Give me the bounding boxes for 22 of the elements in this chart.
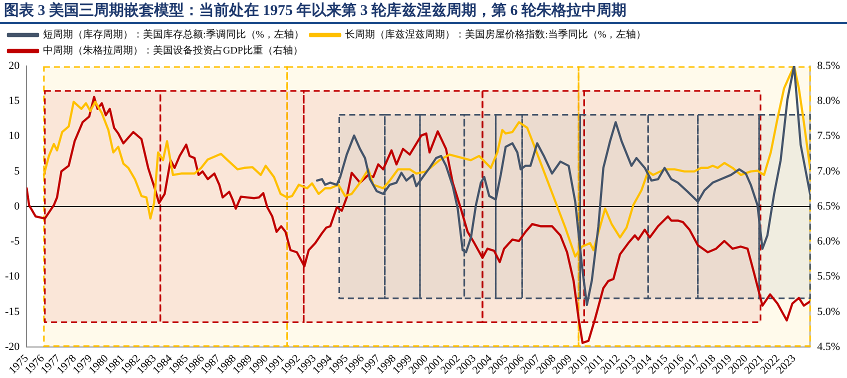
y-tick-label: -15 xyxy=(4,306,20,318)
legend-label: 长周期（库兹涅兹周期）：美国房屋价格指数:当季同比（%，左轴） xyxy=(345,28,646,41)
y2-tick-label: 6.5% xyxy=(817,200,840,212)
y2-tick-label: 5.0% xyxy=(817,306,840,318)
y2-tick-label: 7.5% xyxy=(817,130,840,142)
y2-tick-label: 8.5% xyxy=(817,60,840,72)
y-tick-label: 15 xyxy=(8,95,20,108)
y2-tick-label: 6.0% xyxy=(817,236,840,248)
chart-title: 图表 3 美国三周期嵌套模型：当前处在 1975 年以来第 3 轮库兹涅兹周期，第 6 轮朱格拉中周期 xyxy=(0,0,847,24)
y-tick-label: -5 xyxy=(10,236,20,248)
y-tick-label: -20 xyxy=(4,341,20,353)
legend-label: 中周期（朱格拉周期）：美国设备投资占GDP比重（右轴） xyxy=(43,44,304,57)
y2-tick-label: 7.0% xyxy=(817,165,840,178)
y-tick-label: 10 xyxy=(8,130,20,142)
y2-tick-label: 5.5% xyxy=(817,270,840,283)
y2-tick-label: 8.0% xyxy=(817,95,840,108)
y2-tick-label: 4.5% xyxy=(817,341,840,353)
y-tick-label: 20 xyxy=(8,60,20,72)
legend-label: 短周期（库存周期）：美国库存总额:季调同比（%，左轴） xyxy=(43,28,304,41)
y-tick-label: 0 xyxy=(14,200,20,212)
y-tick-label: -10 xyxy=(4,270,20,283)
y-tick-label: 5 xyxy=(14,165,20,178)
